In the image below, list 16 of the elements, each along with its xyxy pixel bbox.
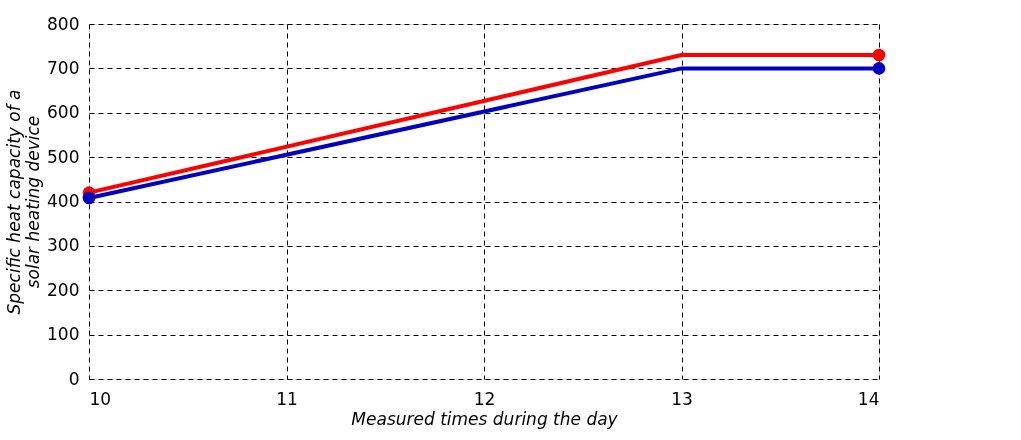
x-tick-label: 12: [473, 388, 496, 409]
y-tick-label: 0: [68, 368, 80, 389]
y-tick-label: 200: [47, 279, 80, 300]
y-tick-label: 600: [47, 102, 80, 123]
x-axis-title: Measured times during the day: [351, 408, 619, 429]
x-tick-label: 11: [276, 388, 298, 409]
y-axis-title: Specific heat capacity of a solar heating device: [4, 89, 44, 315]
y-tick-label: 400: [47, 191, 80, 211]
y-tick-label: 300: [47, 235, 80, 256]
x-tick-label: 10: [89, 388, 112, 409]
y-tick-label: 700: [47, 57, 80, 78]
x-tick-label: 14: [857, 388, 880, 409]
y-tick-label: 800: [47, 13, 80, 34]
x-tick-label: 13: [671, 388, 693, 409]
y-tick-label: 500: [47, 146, 80, 167]
y-tick-label: 100: [47, 324, 80, 345]
